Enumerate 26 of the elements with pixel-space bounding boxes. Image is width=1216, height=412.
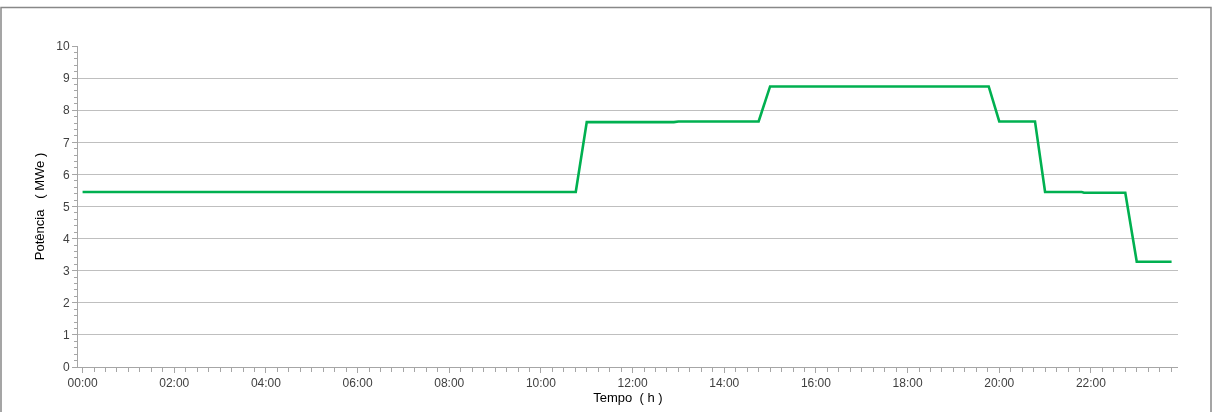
- x-tick-label: 22:00: [1075, 376, 1107, 391]
- y-tick-label: 2: [62, 296, 70, 310]
- y-tick-label: 4: [62, 231, 70, 246]
- x-tick-label: 16:00: [800, 376, 832, 391]
- y-tick-label: 7: [62, 135, 70, 150]
- x-tick-label: 08:00: [434, 376, 465, 391]
- x-tick-label: 14:00: [709, 376, 740, 391]
- y-tick-label: 5: [62, 199, 70, 214]
- y-tick-label: 1: [62, 328, 70, 343]
- x-tick-label: 10:00: [525, 376, 557, 391]
- y-tick-label: 10: [56, 39, 70, 54]
- x-tick-label: 20:00: [984, 376, 1015, 391]
- x-tick-label: 06:00: [342, 376, 373, 391]
- y-tick-label: 6: [62, 167, 70, 182]
- y-tick-label: 3: [62, 263, 70, 278]
- x-tick-label: 00:00: [67, 376, 98, 391]
- y-tick-label: 8: [62, 103, 70, 118]
- x-tick-label: 02:00: [159, 376, 190, 391]
- x-tick-label: 12:00: [617, 376, 648, 391]
- y-tick-label: 0: [62, 360, 70, 375]
- line-series: [81, 85, 1173, 264]
- x-tick-label: 04:00: [250, 376, 282, 391]
- y-tick-label: 9: [62, 71, 70, 86]
- x-axis-title: Tempo ( h ): [593, 390, 663, 406]
- x-tick-label: 18:00: [892, 376, 923, 391]
- y-axis-title: Potência ( MWe ): [32, 152, 48, 261]
